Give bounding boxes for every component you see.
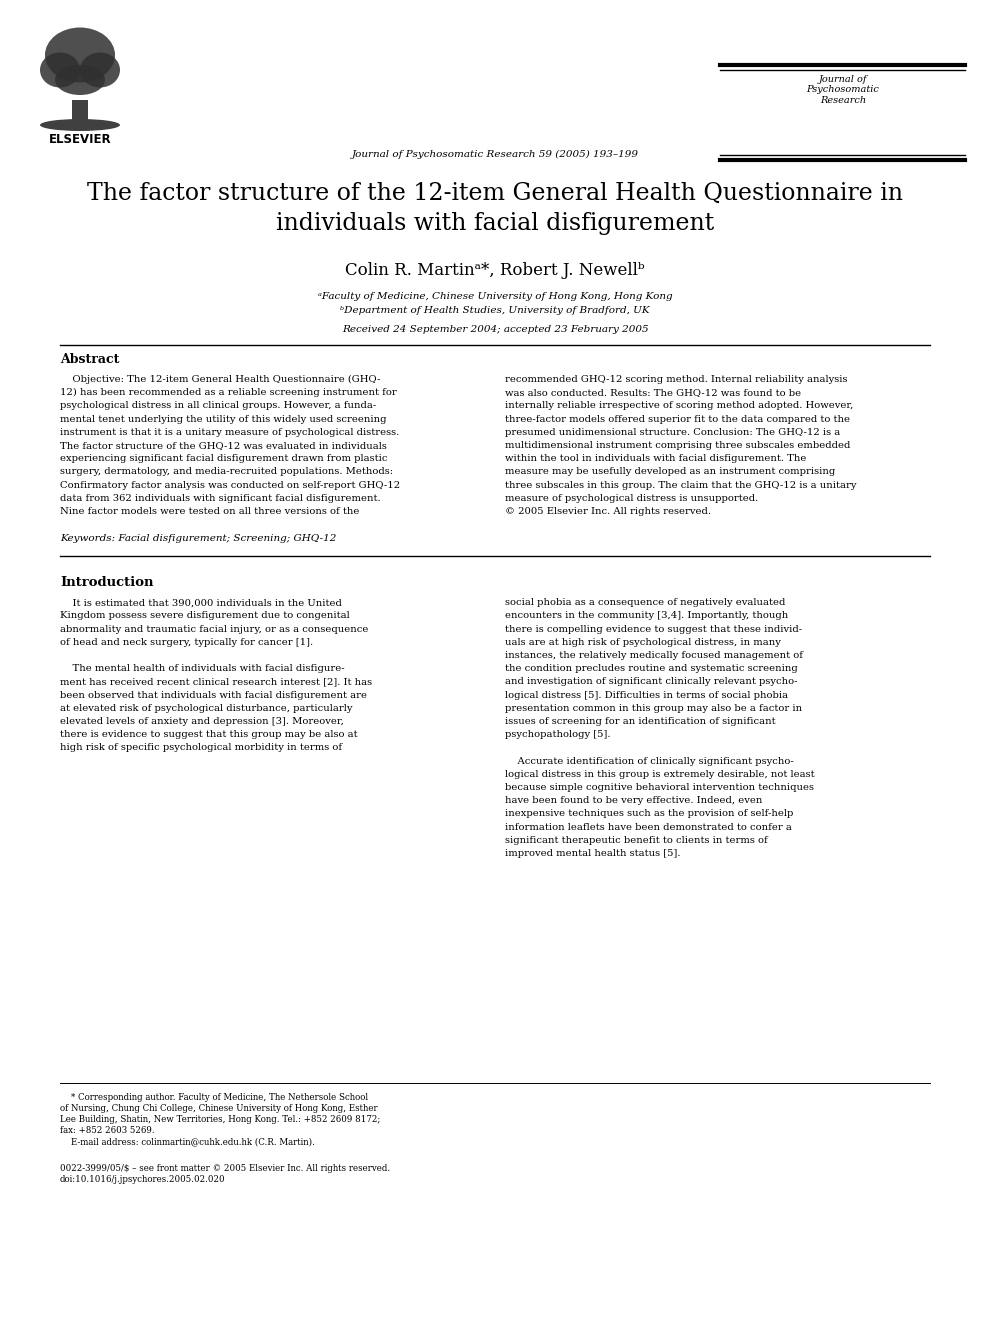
Text: have been found to be very effective. Indeed, even: have been found to be very effective. In… [505,796,762,805]
Text: information leaflets have been demonstrated to confer a: information leaflets have been demonstra… [505,822,792,832]
Text: presentation common in this group may also be a factor in: presentation common in this group may al… [505,704,802,713]
Text: of Nursing, Chung Chi College, Chinese University of Hong Kong, Esther: of Nursing, Chung Chi College, Chinese U… [60,1104,377,1113]
Bar [72,100,88,125]
Text: inexpensive techniques such as the provision of self-help: inexpensive techniques such as the provi… [505,809,793,818]
Text: elevated levels of anxiety and depression [3]. Moreover,: elevated levels of anxiety and depressio… [60,717,344,726]
Text: fax: +852 2603 5269.: fax: +852 2603 5269. [60,1126,154,1135]
Text: 0022-3999/05/$ – see front matter © 2005 Elsevier Inc. All rights reserved.: 0022-3999/05/$ – see front matter © 2005… [60,1164,390,1173]
Text: Journal of
Psychosomatic
Research: Journal of Psychosomatic Research [807,75,879,104]
Ellipse shape [40,53,80,87]
Text: Keywords: Facial disfigurement; Screening; GHQ-12: Keywords: Facial disfigurement; Screenin… [60,535,337,544]
Text: Kingdom possess severe disfigurement due to congenital: Kingdom possess severe disfigurement due… [60,611,349,620]
Text: measure of psychological distress is unsupported.: measure of psychological distress is uns… [505,494,758,503]
Text: instrument is that it is a unitary measure of psychological distress.: instrument is that it is a unitary measu… [60,428,399,437]
Text: Nine factor models were tested on all three versions of the: Nine factor models were tested on all th… [60,507,359,516]
Text: was also conducted. Results: The GHQ-12 was found to be: was also conducted. Results: The GHQ-12 … [505,388,801,397]
Text: Introduction: Introduction [60,577,153,589]
Text: psychological distress in all clinical groups. However, a funda-: psychological distress in all clinical g… [60,401,376,411]
Text: Journal of Psychosomatic Research 59 (2005) 193–199: Journal of Psychosomatic Research 59 (20… [351,150,639,160]
Text: recommended GHQ-12 scoring method. Internal reliability analysis: recommended GHQ-12 scoring method. Inter… [505,375,847,384]
Text: high risk of specific psychological morbidity in terms of: high risk of specific psychological morb… [60,743,343,752]
Text: significant therapeutic benefit to clients in terms of: significant therapeutic benefit to clien… [505,836,768,845]
Text: measure may be usefully developed as an instrument comprising: measure may be usefully developed as an … [505,467,836,477]
Text: there is compelling evidence to suggest that these individ-: there is compelling evidence to suggest … [505,624,802,634]
Text: © 2005 Elsevier Inc. All rights reserved.: © 2005 Elsevier Inc. All rights reserved… [505,507,711,516]
Ellipse shape [40,119,120,131]
Ellipse shape [45,28,115,82]
Text: 12) has been recommended as a reliable screening instrument for: 12) has been recommended as a reliable s… [60,388,397,397]
Text: ᵃFaculty of Medicine, Chinese University of Hong Kong, Hong Kong: ᵃFaculty of Medicine, Chinese University… [318,292,672,301]
Text: It is estimated that 390,000 individuals in the United: It is estimated that 390,000 individuals… [60,598,342,607]
Text: social phobia as a consequence of negatively evaluated: social phobia as a consequence of negati… [505,598,785,607]
Ellipse shape [80,53,120,87]
Text: issues of screening for an identification of significant: issues of screening for an identificatio… [505,717,775,726]
Text: The mental health of individuals with facial disfigure-: The mental health of individuals with fa… [60,664,345,673]
Text: and investigation of significant clinically relevant psycho-: and investigation of significant clinica… [505,677,798,686]
Text: abnormality and traumatic facial injury, or as a consequence: abnormality and traumatic facial injury,… [60,624,368,634]
Text: doi:10.1016/j.jpsychores.2005.02.020: doi:10.1016/j.jpsychores.2005.02.020 [60,1175,226,1184]
Text: ment has received recent clinical research interest [2]. It has: ment has received recent clinical resear… [60,677,372,686]
Text: The factor structure of the 12-item General Health Questionnaire in: The factor structure of the 12-item Gene… [87,182,903,205]
Text: internally reliable irrespective of scoring method adopted. However,: internally reliable irrespective of scor… [505,401,853,411]
Text: uals are at high risk of psychological distress, in many: uals are at high risk of psychological d… [505,638,781,647]
Text: Accurate identification of clinically significant psycho-: Accurate identification of clinically si… [505,756,794,766]
Text: logical distress in this group is extremely desirable, not least: logical distress in this group is extrem… [505,770,815,779]
Text: instances, the relatively medically focused management of: instances, the relatively medically focu… [505,651,803,660]
Text: The factor structure of the GHQ-12 was evaluated in individuals: The factor structure of the GHQ-12 was e… [60,441,387,450]
Text: improved mental health status [5].: improved mental health status [5]. [505,849,680,858]
Text: encounters in the community [3,4]. Importantly, though: encounters in the community [3,4]. Impor… [505,611,788,620]
Text: E-mail address: colinmartin@cuhk.edu.hk (C.R. Martin).: E-mail address: colinmartin@cuhk.edu.hk … [60,1137,315,1146]
Text: been observed that individuals with facial disfigurement are: been observed that individuals with faci… [60,690,367,700]
Text: there is evidence to suggest that this group may be also at: there is evidence to suggest that this g… [60,730,357,739]
Text: psychopathology [5].: psychopathology [5]. [505,730,611,739]
Text: individuals with facial disfigurement: individuals with facial disfigurement [276,213,714,235]
Text: Abstract: Abstract [60,352,120,366]
Text: data from 362 individuals with significant facial disfigurement.: data from 362 individuals with significa… [60,494,380,503]
Text: Confirmatory factor analysis was conducted on self-report GHQ-12: Confirmatory factor analysis was conduct… [60,480,400,490]
Text: Colin R. Martinᵃ*, Robert J. Newellᵇ: Colin R. Martinᵃ*, Robert J. Newellᵇ [346,261,644,279]
Text: multidimensional instrument comprising three subscales embedded: multidimensional instrument comprising t… [505,441,850,450]
Text: logical distress [5]. Difficulties in terms of social phobia: logical distress [5]. Difficulties in te… [505,690,788,700]
Text: within the tool in individuals with facial disfigurement. The: within the tool in individuals with faci… [505,454,807,463]
Text: ELSEVIER: ELSEVIER [49,133,111,147]
Text: ᵇDepartment of Health Studies, University of Bradford, UK: ᵇDepartment of Health Studies, Universit… [341,306,649,315]
Text: because simple cognitive behavioral intervention techniques: because simple cognitive behavioral inte… [505,783,814,792]
Text: at elevated risk of psychological disturbance, particularly: at elevated risk of psychological distur… [60,704,352,713]
Text: * Corresponding author. Faculty of Medicine, The Nethersole School: * Corresponding author. Faculty of Medic… [60,1093,368,1102]
Text: the condition precludes routine and systematic screening: the condition precludes routine and syst… [505,664,798,673]
Text: presumed unidimensional structure. Conclusion: The GHQ-12 is a: presumed unidimensional structure. Concl… [505,428,841,437]
Text: surgery, dermatology, and media-recruited populations. Methods:: surgery, dermatology, and media-recruite… [60,467,393,477]
Text: Lee Building, Shatin, New Territories, Hong Kong. Tel.: +852 2609 8172;: Lee Building, Shatin, New Territories, H… [60,1115,380,1125]
Text: experiencing significant facial disfigurement drawn from plastic: experiencing significant facial disfigur… [60,454,387,463]
Text: Received 24 September 2004; accepted 23 February 2005: Received 24 September 2004; accepted 23 … [342,325,648,334]
Text: of head and neck surgery, typically for cancer [1].: of head and neck surgery, typically for … [60,638,313,647]
Text: mental tenet underlying the utility of this widely used screening: mental tenet underlying the utility of t… [60,414,386,424]
Ellipse shape [55,65,105,95]
Text: three subscales in this group. The claim that the GHQ-12 is a unitary: three subscales in this group. The claim… [505,480,856,490]
Text: Objective: The 12-item General Health Questionnaire (GHQ-: Objective: The 12-item General Health Qu… [60,375,380,384]
Text: three-factor models offered superior fit to the data compared to the: three-factor models offered superior fit… [505,414,850,424]
